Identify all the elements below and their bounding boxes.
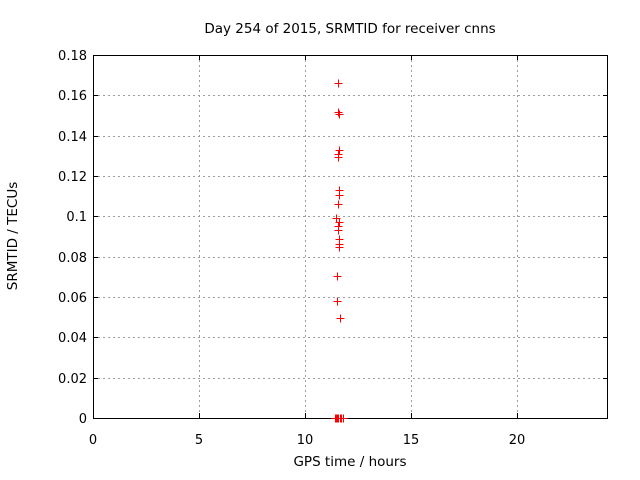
data-point-marker xyxy=(333,297,342,306)
tick-layer: 0 5 10 15 20 0 0.02 0.04 0.06 0.08 0.1 0.12 0.14 0.16… xyxy=(58,49,608,448)
data-point-marker xyxy=(335,110,344,119)
data-point-marker xyxy=(335,218,344,227)
x-tick-label: 0 xyxy=(89,433,97,448)
y-tick-label: 0.14 xyxy=(58,130,87,145)
y-axis-label: SRMTID / TECUs xyxy=(5,182,21,290)
chart-title: Day 254 of 2015, SRMTID for receiver cnn… xyxy=(204,21,495,37)
y-tick-label: 0.08 xyxy=(58,251,87,266)
data-point-marker xyxy=(336,314,345,323)
y-tick-label: 0.02 xyxy=(58,372,87,387)
x-tick-label: 5 xyxy=(195,433,203,448)
data-point-marker xyxy=(339,414,348,423)
y-tick-label: 0.04 xyxy=(58,331,87,346)
data-point-marker xyxy=(335,146,344,155)
y-tick-label: 0.12 xyxy=(58,170,87,185)
x-tick-label: 20 xyxy=(509,433,526,448)
data-point-marker xyxy=(333,272,342,281)
data-points-layer xyxy=(331,79,348,423)
y-tick-label: 0.06 xyxy=(58,291,87,306)
data-point-marker xyxy=(334,153,343,162)
data-point-marker xyxy=(334,200,343,209)
y-tick-label: 0.16 xyxy=(58,89,87,104)
x-tick-label: 10 xyxy=(297,433,314,448)
grid-layer xyxy=(93,55,608,418)
x-tick-label: 15 xyxy=(403,433,420,448)
data-point-marker xyxy=(335,243,344,252)
y-tick-label: 0.18 xyxy=(58,49,87,64)
y-tick-label: 0 xyxy=(79,412,87,427)
data-point-marker xyxy=(334,79,343,88)
data-point-marker xyxy=(335,191,344,200)
data-point-marker xyxy=(334,226,343,235)
y-tick-label: 0.1 xyxy=(66,210,87,225)
plot-border xyxy=(93,55,608,419)
data-point-marker xyxy=(334,108,343,117)
x-axis-label: GPS time / hours xyxy=(293,454,406,470)
